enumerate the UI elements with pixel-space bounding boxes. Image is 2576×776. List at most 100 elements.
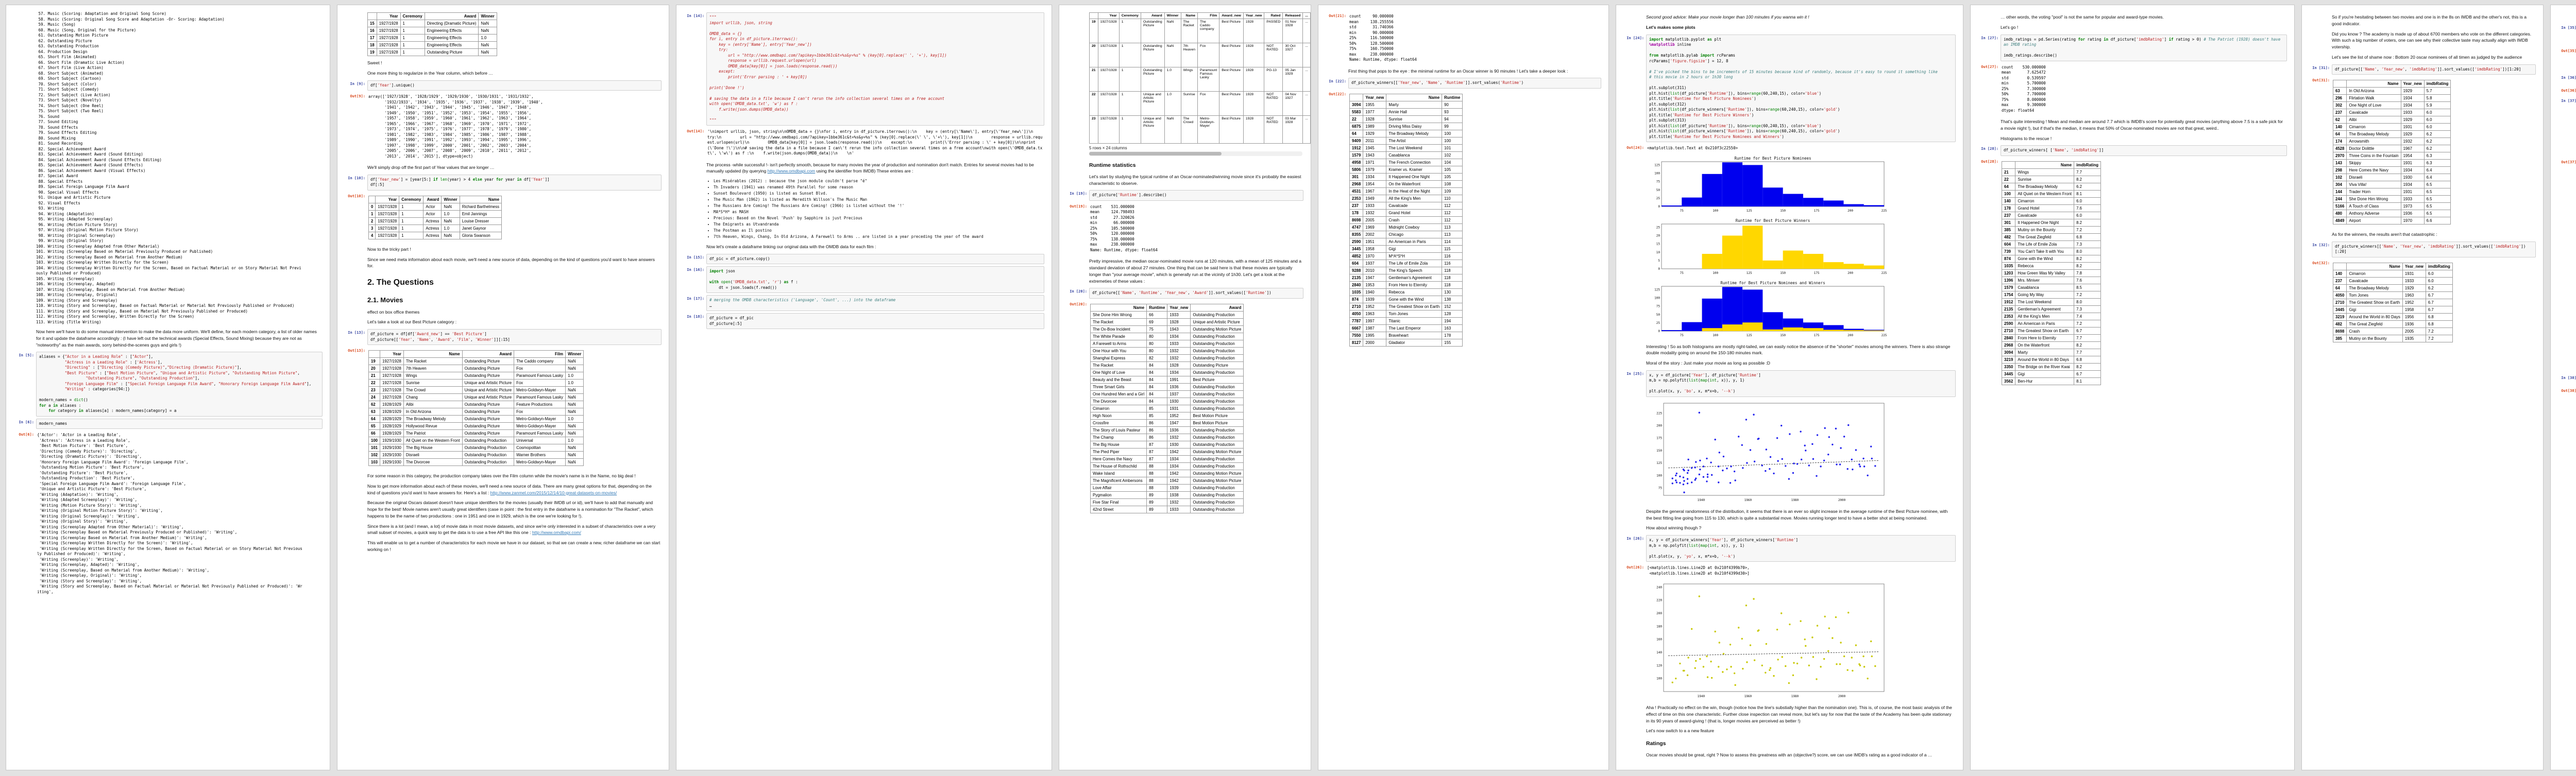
dataframe-header-cell: Award_new <box>1219 12 1244 19</box>
dataframe-cell: Outstanding Production <box>1190 368 1244 376</box>
code-cell[interactable]: """ import urllib, json, string OMDB_dat… <box>706 12 1044 126</box>
dataframe-cell: NaN <box>565 444 584 452</box>
dataframe-cell: 21 <box>2001 168 2016 176</box>
code-cell[interactable]: df_picture = df[df['Award_new'] == 'Best… <box>367 329 662 345</box>
dataframe-cell: The Bridge on the River Kwai <box>2015 363 2075 371</box>
dataframe-row: 7550 1995 Braveheart 178 <box>1349 331 1463 339</box>
code-cell[interactable]: df_picture_winners[['Year_new', 'Name', … <box>1348 78 1601 89</box>
svg-text:75: 75 <box>1656 180 1660 183</box>
dataframe-cell: Best Picture <box>1190 375 1244 384</box>
dataframe-cell: 1928 <box>1243 91 1265 116</box>
dataframe-cell: Skippy <box>2346 159 2401 167</box>
output-prompt: Out[22]: <box>1329 92 1346 96</box>
output-cell: count 90.000000 mean 138.255556 std 31.7… <box>1348 12 1601 64</box>
dataframe-cell: Outstanding Picture <box>462 408 515 416</box>
dataframe-cell: 3 <box>368 224 376 232</box>
dataframe-cell: 1933 <box>1167 311 1191 319</box>
dataframe-cell: 1.0 <box>441 210 460 218</box>
dataframe-cell: 480 <box>2332 210 2347 217</box>
code-cell[interactable]: df_picture[['Name', 'Year_new', 'imdbRat… <box>2332 64 2536 75</box>
dataframe-cell: 1931 <box>1167 404 1191 412</box>
code-cell[interactable]: df_picture['Runtime'].describe() <box>1089 190 1303 201</box>
code-cell[interactable]: df_picture_winners[['Name', 'Year_new', … <box>2332 241 2536 257</box>
dataframe-cell: On the Waterfront <box>1386 180 1443 188</box>
notebook-cell: In [19]: df_picture['Runtime'].describe() <box>1059 190 1303 201</box>
markdown-paragraph: Let's now switch to a a new feature <box>1646 728 1715 734</box>
dataframe-cell: 4050 <box>2332 291 2347 299</box>
notebook-cell: In [35]:metascores = … metascores.descri… <box>2551 24 2576 46</box>
dataframe-row: The House of Rothschild 88 1934 Outstanding… <box>1090 462 1244 470</box>
hyperlink[interactable]: http://www.zanmel.com/2015/12/14/10-grea… <box>490 490 617 495</box>
code-cell[interactable]: x, y = df_picture['Year'], df_picture['R… <box>1646 370 1956 397</box>
code-cell[interactable]: modern_names <box>36 418 323 429</box>
dataframe-cell: 19 <box>367 48 377 56</box>
dataframe-cell: 1928/1929 <box>380 415 404 423</box>
dataframe-cell: Kramer vs. Kramer <box>1386 165 1443 174</box>
code-cell[interactable]: import matplotlib.pyplot as plt %matplot… <box>1646 34 1956 142</box>
dataframe-cell: 1 <box>368 210 376 218</box>
dataframe-row: 739 You Can't Take It with You 8.0 <box>2001 247 2101 255</box>
dataframe-cell: Hollywood Revue <box>403 422 463 430</box>
dataframe-cell: 23 <box>1089 115 1098 144</box>
dataframe-cell: NaN <box>478 20 497 27</box>
markdown-paragraph: First thing that pops to the eye : the m… <box>1348 68 1568 74</box>
dataframe-cell: NaN <box>478 48 497 56</box>
dataframe-cell: 1 <box>399 210 424 218</box>
dataframe-cell: 1579 <box>1349 151 1364 159</box>
dataframe-cell: Outstanding Motion Picture <box>1190 469 1244 477</box>
notebook-cell: In [31]: df_picture[['Name', 'Year_new', … <box>2302 64 2536 75</box>
dataframe-cell: From Here to Eternity <box>2015 334 2075 342</box>
input-prompt: In [14]: <box>687 14 704 18</box>
dataframe-cell: Alibi <box>2346 116 2401 124</box>
dataframe-cell: 1934 <box>2400 181 2425 188</box>
dataframe-cell: 104 <box>1442 158 1463 166</box>
dataframe-cell: 1 <box>400 27 425 35</box>
dataframe-cell: Paramount Famous Lasky <box>514 393 566 401</box>
code-cell[interactable]: aliases = {"Actor in a Leading Role" : [… <box>36 352 323 417</box>
code-cell[interactable]: df_picture = df_pic df_picture[:5] <box>706 313 1044 330</box>
dataframe-cell: The Story of Louis Pasteur <box>1090 426 1147 434</box>
dataframe-cell: The Greatest Show on Earth <box>2346 298 2403 306</box>
dataframe-cell: The Ox-Bow Incident <box>1090 325 1147 333</box>
dataframe-cell: Fox <box>514 408 566 416</box>
dataframe-row: 2710 The Greatest Show on Earth 1952 6.7 <box>2332 298 2453 306</box>
dataframe-cell: 63 <box>368 408 381 416</box>
dataframe-cell: 1927/1928 <box>376 34 401 42</box>
markdown-paragraph: So if you're hesitating between two movi… <box>2332 14 2527 26</box>
code-cell[interactable]: df_pic = df_picture.copy() <box>706 253 1044 265</box>
notebook-cell: In [14]: """ import urllib, json, string … <box>676 12 1044 126</box>
markdown-paragraph: Moral of the story : Just make your movi… <box>1646 360 1770 366</box>
dataframe-cell: 1940 <box>1363 288 1387 296</box>
dataframe-row: 64 The Broadway Melody 1929 6.2 <box>2332 130 2451 138</box>
dataframe-cell: Mutiny on the Bounty <box>2015 226 2075 234</box>
dataframe-cell: Flirtation Walk <box>2346 94 2401 102</box>
dataframe-cell: 1943 <box>1167 325 1191 333</box>
code-cell[interactable]: # merging the OMDB characteristics ('Lan… <box>706 295 1044 312</box>
hyperlink[interactable]: http://www.omdbapi.com/ <box>532 530 581 536</box>
dataframe-cell: One Night of Love <box>1090 368 1147 376</box>
dataframe-row: 3445 Gigi 6.7 <box>2001 370 2101 378</box>
hist-chart: Runtime for Best Picture Nominees and Wi… <box>1646 280 1959 340</box>
dataframe-cell: The Broadway Melody <box>2346 130 2401 138</box>
code-cell[interactable]: df['Year'].unique() <box>367 80 662 91</box>
code-cell[interactable]: df['Year_new'] = [year[5:] if len(year) … <box>367 174 662 191</box>
dataframe-cell: Trader Horn <box>2346 188 2401 196</box>
hyperlink[interactable]: http://www.omdbapi.com <box>767 168 816 174</box>
dataframe-row: Five Star Final 89 1932 Outstanding Product… <box>1090 498 1244 506</box>
code-cell[interactable]: df_picture[['Name', 'Runtime', 'Year_new… <box>1089 288 1303 299</box>
notebook-cell: Out[32]: Name Year_new imdbRating 140 Cimarro… <box>2302 260 2536 346</box>
dataframe-cell: Driving Miss Daisy <box>1386 122 1443 130</box>
dataframe-cell: 301 <box>1349 173 1364 181</box>
code-cell[interactable]: imdb_ratings = pd.Series(rating for rati… <box>2001 34 2287 61</box>
dataframe-cell: 1579 <box>2001 283 2016 291</box>
svg-text:200: 200 <box>1656 424 1662 427</box>
scrollbar-thumb[interactable] <box>1089 152 1222 156</box>
dataframe-cell: 604 <box>2001 240 2016 248</box>
code-cell[interactable]: x, y = df_picture_winners['Year'], df_pi… <box>1646 535 1956 562</box>
code-cell[interactable]: import json with open('OMDB_data.txt', '… <box>706 266 1044 294</box>
dataframe-cell: 1 <box>1118 91 1141 116</box>
code-cell[interactable]: df_picture_winners[ ['Name', 'imdbRating… <box>2001 145 2287 156</box>
dataframe-cell: Emil Jannings <box>459 210 502 218</box>
output-cell: count 531.000000 mean 124.798493 std 27.… <box>1089 203 1303 255</box>
notebook-cell: In [32]: df_picture_winners[['Name', 'Yea… <box>2302 241 2536 257</box>
